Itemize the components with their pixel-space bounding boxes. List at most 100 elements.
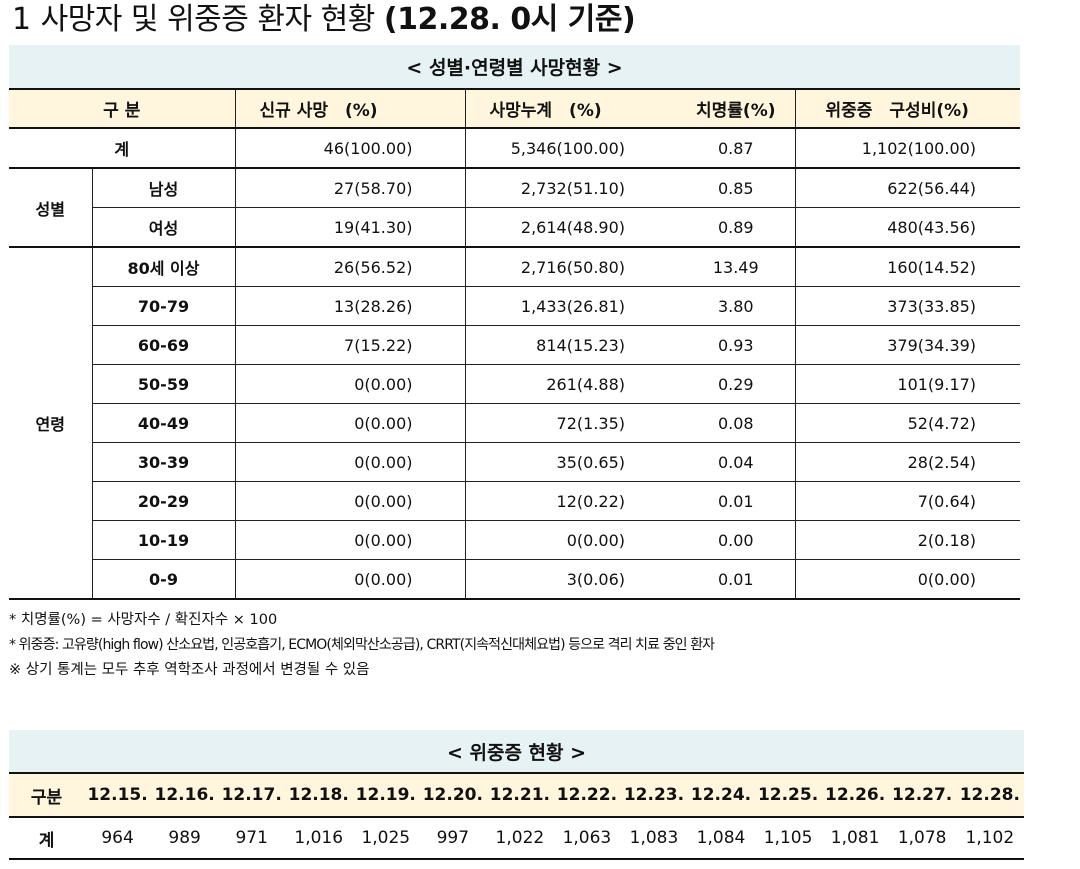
header-label: 구분 [9,773,85,818]
critical-count-cell: 1,083 [620,817,688,860]
critical-cell: 373(33.85) [795,286,1021,326]
table-row: 0-9 0(0.00) 3(0.06) 0.01 0(0.00) [9,559,1021,600]
cumulative-cell: 2,716(50.80) [465,247,677,287]
critical-trend-row: 계 964 989 971 1,016 1,025 997 1,022 1,063 1,083 1… [9,817,1024,860]
fatality-cell: 0.08 [677,403,796,443]
critical-count-cell: 1,063 [553,817,621,860]
critical-cell: 2(0.18) [795,520,1021,560]
deaths-table-caption: < 성별·연령별 사망현황 > [9,45,1021,90]
table-row: 성별 남성 27(58.70) 2,732(51.10) 0.85 622(56… [9,168,1021,248]
critical-count-cell: 1,081 [821,817,889,860]
critical-count-cell: 1,105 [754,817,822,860]
cumulative-cell: 0(0.00) [465,520,677,560]
row-label: 여성 [92,207,236,248]
table-row: 20-29 0(0.00) 12(0.22) 0.01 7(0.64) [9,481,1021,521]
table-row: 60-69 7(15.22) 814(15.23) 0.93 379(34.39… [9,325,1021,365]
footnote-disclaimer: ※ 상기 통계는 모두 추후 역학조사 과정에서 변경될 수 있음 [9,662,370,678]
cumulative-cell: 3(0.06) [465,559,677,600]
critical-cell: 0(0.00) [795,559,1021,600]
critical-trend-caption: < 위중증 현황 > [9,730,1024,774]
critical-cell: 101(9.17) [795,364,1021,404]
table-row: 40-49 0(0.00) 72(1.35) 0.08 52(4.72) [9,403,1021,443]
critical-count-cell: 1,025 [352,817,420,860]
date-header: 12.23. [620,773,688,818]
section-number: 1 [12,2,31,37]
row-label: 60-69 [92,325,236,365]
fatality-cell: 13.49 [677,247,796,287]
critical-cell: 52(4.72) [795,403,1021,443]
table-row: 여성 19(41.30) 2,614(48.90) 0.89 480(43.56… [9,207,1021,248]
table-row: 30-39 0(0.00) 35(0.65) 0.04 28(2.54) [9,442,1021,482]
row-label: 80세 이상 [92,247,236,287]
new-deaths-cell: 0(0.00) [235,403,466,443]
total-row: 계 46(100.00) 5,346(100.00) 0.87 1,102(10… [9,128,1021,169]
date-header: 12.26. [821,773,889,818]
date-header: 12.22. [553,773,621,818]
row-label: 남성 [92,168,236,208]
date-header: 12.25. [754,773,822,818]
fatality-cell: 0.04 [677,442,796,482]
new-deaths-cell: 0(0.00) [235,364,466,404]
date-header: 12.18. [285,773,353,818]
critical-count-cell: 989 [151,817,219,860]
date-header: 12.21. [486,773,554,818]
fatality-cell: 0.01 [677,559,796,600]
deaths-table-header: 구 분 신규 사망 (%) 사망누계 (%) 치명률(%) 위중증 구성비(%) [9,89,1021,129]
critical-count-cell: 1,016 [285,817,353,860]
date-header: 12.20. [419,773,487,818]
fatality-cell: 0.01 [677,481,796,521]
date-header: 12.27. [888,773,956,818]
cumulative-cell: 2,732(51.10) [465,168,677,208]
total-new-deaths: 46(100.00) [235,128,466,169]
deaths-table: < 성별·연령별 사망현황 > 구 분 신규 사망 (%) 사망누계 (%) 치… [9,45,1021,600]
critical-trend-header: 구분 12.15. 12.16. 12.17. 12.18. 12.19. 12.20. 1… [9,773,1024,818]
new-deaths-cell: 13(28.26) [235,286,466,326]
critical-cell: 480(43.56) [795,207,1021,248]
header-cumulative: 사망누계 (%) [465,89,677,129]
new-deaths-cell: 0(0.00) [235,520,466,560]
date-header: 12.16. [151,773,219,818]
table-row: 50-59 0(0.00) 261(4.88) 0.29 101(9.17) [9,364,1021,404]
row-label: 계 [9,817,85,860]
new-deaths-cell: 0(0.00) [235,442,466,482]
cumulative-cell: 814(15.23) [465,325,677,365]
new-deaths-cell: 19(41.30) [235,207,466,248]
critical-cell: 622(56.44) [795,168,1021,208]
date-header: 12.15. [84,773,152,818]
new-deaths-cell: 7(15.22) [235,325,466,365]
critical-cell: 379(34.39) [795,325,1021,365]
date-header: 12.19. [352,773,420,818]
title-text: 사망자 및 위중증 환자 현황 [40,2,376,37]
row-label: 70-79 [92,286,236,326]
critical-count-cell: 1,102 [955,817,1024,860]
cumulative-cell: 72(1.35) [465,403,677,443]
critical-count-cell: 971 [218,817,286,860]
header-fatality: 치명률(%) [677,89,796,129]
total-fatality: 0.87 [677,128,796,169]
footnote-critical-definition: * 위중증: 고유량(high flow) 산소요법, 인공호흡기, ECMO(… [9,637,715,653]
critical-count-cell: 1,084 [687,817,755,860]
row-label: 40-49 [92,403,236,443]
critical-cell: 160(14.52) [795,247,1021,287]
sex-group-label: 성별 [9,168,93,248]
critical-cell: 7(0.64) [795,481,1021,521]
age-group-label: 연령 [9,247,93,600]
new-deaths-cell: 26(56.52) [235,247,466,287]
footnotes: * 치명률(%) = 사망자수 / 확진자수 × 100 * 위중증: 고유량(… [9,608,715,683]
table-row: 10-19 0(0.00) 0(0.00) 0.00 2(0.18) [9,520,1021,560]
table-row: 연령 80세 이상 26(56.52) 2,716(50.80) 13.49 1… [9,247,1021,600]
cumulative-cell: 35(0.65) [465,442,677,482]
critical-count-cell: 964 [84,817,152,860]
header-category: 구 분 [9,89,236,129]
row-label: 30-39 [92,442,236,482]
row-label: 0-9 [92,559,236,600]
cumulative-cell: 12(0.22) [465,481,677,521]
page-title: 1 사망자 및 위중증 환자 현황 (12.28. 0시 기준) [12,0,636,42]
header-new-deaths: 신규 사망 (%) [235,89,466,129]
critical-cell: 28(2.54) [795,442,1021,482]
new-deaths-cell: 0(0.00) [235,481,466,521]
total-label: 계 [9,128,236,169]
cumulative-cell: 1,433(26.81) [465,286,677,326]
total-cumulative: 5,346(100.00) [465,128,677,169]
fatality-cell: 0.89 [677,207,796,248]
